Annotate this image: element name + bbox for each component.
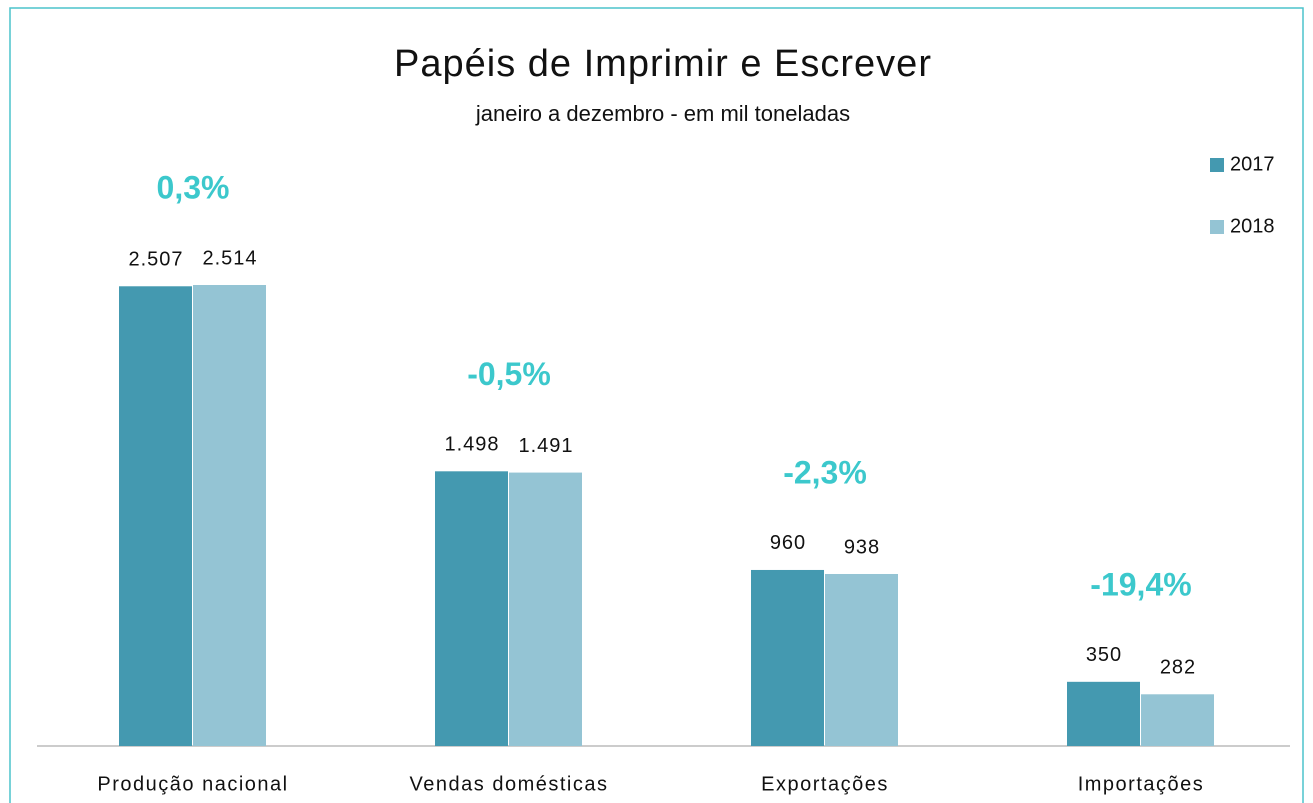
data-label: 960 [770, 532, 806, 554]
x-tick-label: Vendas domésticas [410, 773, 609, 795]
bar [825, 573, 898, 746]
x-tick-label: Exportações [761, 773, 889, 795]
bar [119, 286, 192, 746]
data-label: 2.514 [202, 247, 257, 269]
data-label: 938 [844, 536, 880, 558]
bar [509, 472, 582, 746]
data-label: 1.491 [518, 435, 573, 457]
x-tick-label: Produção nacional [97, 773, 288, 795]
data-label: 350 [1086, 644, 1122, 666]
legend-label: 2017 [1230, 153, 1275, 175]
annotation: -2,3% [783, 454, 867, 490]
chart-subtitle: janeiro a dezembro - em mil toneladas [475, 101, 850, 126]
legend-swatch [1210, 158, 1224, 172]
bar [1141, 694, 1214, 746]
annotation: -0,5% [467, 356, 551, 392]
data-label: 282 [1160, 657, 1196, 679]
chart-title: Papéis de Imprimir e Escrever [394, 43, 932, 85]
bar [193, 285, 266, 746]
annotation: -19,4% [1090, 566, 1191, 602]
data-label: 1.498 [444, 434, 499, 456]
data-label: 2.507 [128, 249, 183, 271]
bar [435, 471, 508, 746]
bar [1067, 681, 1140, 746]
x-tick-label: Importações [1078, 773, 1205, 795]
annotation: 0,3% [157, 169, 230, 205]
legend-swatch [1210, 220, 1224, 234]
legend-label: 2018 [1230, 215, 1275, 237]
bar [751, 569, 824, 746]
